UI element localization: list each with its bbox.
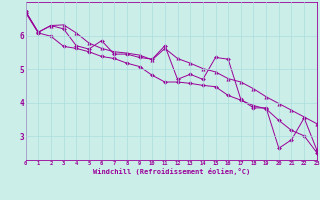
X-axis label: Windchill (Refroidissement éolien,°C): Windchill (Refroidissement éolien,°C) (92, 168, 250, 175)
